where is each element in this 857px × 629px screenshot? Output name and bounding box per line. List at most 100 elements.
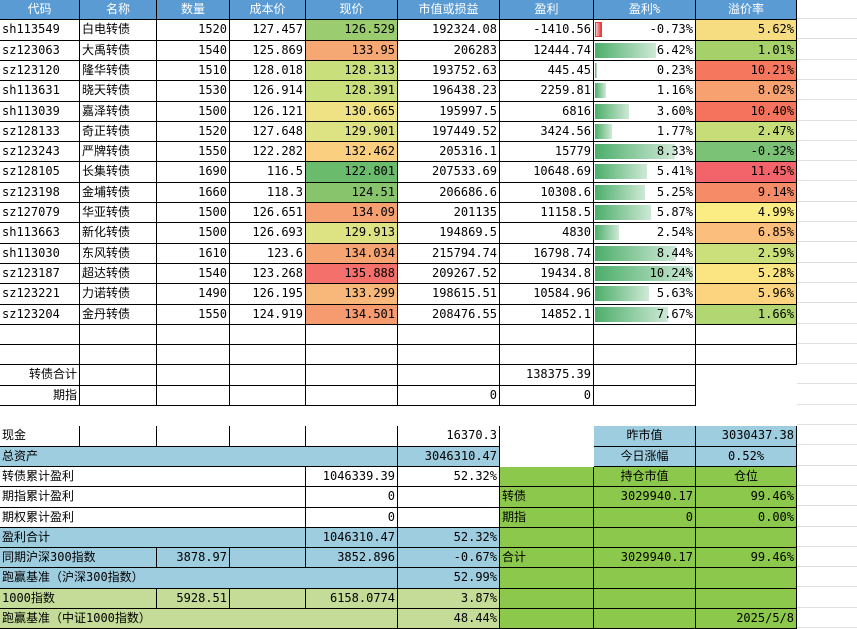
total-position-label[interactable]: 合计: [500, 548, 594, 568]
empty-cell[interactable]: [797, 41, 857, 60]
profit-cell[interactable]: 16798.74: [500, 244, 594, 264]
qty-cell[interactable]: 1490: [157, 284, 230, 305]
empty-cell[interactable]: [594, 365, 696, 386]
profit-pct-cell[interactable]: 2.54%: [594, 223, 696, 244]
bond-code-cell[interactable]: sz123198: [0, 183, 80, 203]
column-header-name[interactable]: 名称: [80, 0, 157, 20]
empty-cell[interactable]: [594, 609, 696, 629]
profit-pct-cell[interactable]: 8.33%: [594, 142, 696, 162]
hold-mv-label[interactable]: 持仓市值: [594, 467, 696, 487]
profit-pct-cell[interactable]: -0.73%: [594, 20, 696, 41]
position-label[interactable]: 仓位: [696, 467, 797, 487]
empty-cell[interactable]: [0, 345, 80, 365]
prem-cell[interactable]: 9.14%: [696, 183, 797, 203]
column-header-mv[interactable]: 市值或损益: [398, 0, 500, 20]
beat-csi1000-label[interactable]: 跑赢基准（中证1000指数）: [0, 609, 398, 629]
price-cell[interactable]: 134.501: [306, 305, 398, 325]
column-header-profit[interactable]: 盈利: [500, 0, 594, 20]
empty-cell[interactable]: [230, 386, 306, 406]
empty-cell[interactable]: [500, 325, 594, 345]
profit-pct-cell[interactable]: 6.42%: [594, 41, 696, 61]
csi1000-label[interactable]: 1000指数: [0, 589, 157, 609]
bond-code-cell[interactable]: sz123243: [0, 142, 80, 162]
beat-csi1000-value[interactable]: 48.44%: [398, 609, 500, 629]
empty-cell[interactable]: [797, 548, 857, 567]
column-header-code[interactable]: 代码: [0, 0, 80, 20]
empty-cell[interactable]: [157, 345, 230, 365]
empty-cell[interactable]: [157, 325, 230, 345]
cb-position-label[interactable]: 转债: [500, 487, 594, 508]
empty-cell[interactable]: [797, 589, 857, 608]
empty-cell[interactable]: [797, 345, 857, 364]
profit-pct-cell[interactable]: 3.60%: [594, 102, 696, 122]
empty-cell[interactable]: [696, 568, 797, 589]
bond-code-cell[interactable]: sh113039: [0, 102, 80, 122]
cb-cum-value[interactable]: 1046339.39: [306, 467, 398, 487]
empty-cell[interactable]: [797, 284, 857, 303]
hs300-label[interactable]: 同期沪深300指数: [0, 548, 157, 568]
qty-cell[interactable]: 1540: [157, 264, 230, 284]
empty-cell[interactable]: [306, 386, 398, 406]
cost-cell[interactable]: 124.919: [230, 305, 306, 325]
empty-cell[interactable]: [594, 345, 696, 365]
mv-cell[interactable]: 207533.69: [398, 162, 500, 183]
empty-cell[interactable]: [398, 325, 500, 345]
profit-total-pct[interactable]: 52.32%: [398, 528, 500, 548]
prem-cell[interactable]: 5.62%: [696, 20, 797, 41]
column-header-price[interactable]: 现价: [306, 0, 398, 20]
empty-cell[interactable]: [230, 426, 306, 447]
qty-cell[interactable]: 1510: [157, 61, 230, 81]
prem-cell[interactable]: 1.01%: [696, 41, 797, 61]
empty-cell[interactable]: [797, 325, 857, 344]
beat-hs300-value[interactable]: 52.99%: [398, 568, 500, 589]
mv-cell[interactable]: 198615.51: [398, 284, 500, 305]
empty-cell[interactable]: [500, 589, 594, 609]
hs300-pct[interactable]: -0.67%: [398, 548, 500, 568]
profit-cell[interactable]: 10648.69: [500, 162, 594, 183]
empty-cell[interactable]: [797, 447, 857, 466]
price-cell[interactable]: 122.801: [306, 162, 398, 183]
empty-cell[interactable]: [398, 508, 500, 528]
price-cell[interactable]: 128.313: [306, 61, 398, 81]
prem-cell[interactable]: 5.96%: [696, 284, 797, 305]
empty-cell[interactable]: [230, 589, 306, 609]
cost-cell[interactable]: 123.6: [230, 244, 306, 264]
fut-cum-label[interactable]: 期指累计盈利: [0, 487, 306, 508]
mv-cell[interactable]: 201135: [398, 203, 500, 223]
qty-cell[interactable]: 1520: [157, 122, 230, 142]
bond-name-cell[interactable]: 严牌转债: [80, 142, 157, 162]
report-date[interactable]: 2025/5/8: [696, 609, 797, 629]
empty-cell[interactable]: [797, 487, 857, 506]
qty-cell[interactable]: 1540: [157, 41, 230, 61]
empty-cell[interactable]: [80, 365, 157, 386]
opt-cum-label[interactable]: 期权累计盈利: [0, 508, 306, 528]
cb-total-value[interactable]: 138375.39: [500, 365, 594, 386]
empty-cell[interactable]: [80, 426, 157, 447]
cost-cell[interactable]: 126.914: [230, 81, 306, 102]
price-cell[interactable]: 126.529: [306, 20, 398, 41]
column-header-qty[interactable]: 数量: [157, 0, 230, 20]
bond-name-cell[interactable]: 东风转债: [80, 244, 157, 264]
mv-cell[interactable]: 209267.52: [398, 264, 500, 284]
total-assets-value[interactable]: 3046310.47: [398, 447, 500, 467]
empty-cell[interactable]: [306, 365, 398, 386]
empty-cell[interactable]: [230, 548, 306, 568]
profit-cell[interactable]: 10308.6: [500, 183, 594, 203]
profit-cell[interactable]: 11158.5: [500, 203, 594, 223]
bond-code-cell[interactable]: sz123221: [0, 284, 80, 305]
empty-cell[interactable]: [230, 365, 306, 386]
cost-cell[interactable]: 122.282: [230, 142, 306, 162]
profit-cell[interactable]: 19434.8: [500, 264, 594, 284]
bond-name-cell[interactable]: 奇正转债: [80, 122, 157, 142]
bond-name-cell[interactable]: 嘉泽转债: [80, 102, 157, 122]
profit-pct-cell[interactable]: 8.44%: [594, 244, 696, 264]
empty-cell[interactable]: [797, 305, 857, 324]
cost-cell[interactable]: 127.648: [230, 122, 306, 142]
mv-cell[interactable]: 195997.5: [398, 102, 500, 122]
bond-code-cell[interactable]: sh113549: [0, 20, 80, 41]
bond-code-cell[interactable]: sz123187: [0, 264, 80, 284]
empty-cell[interactable]: [157, 386, 230, 406]
bond-name-cell[interactable]: 金埔转债: [80, 183, 157, 203]
bond-name-cell[interactable]: 超达转债: [80, 264, 157, 284]
empty-cell[interactable]: [696, 345, 797, 365]
